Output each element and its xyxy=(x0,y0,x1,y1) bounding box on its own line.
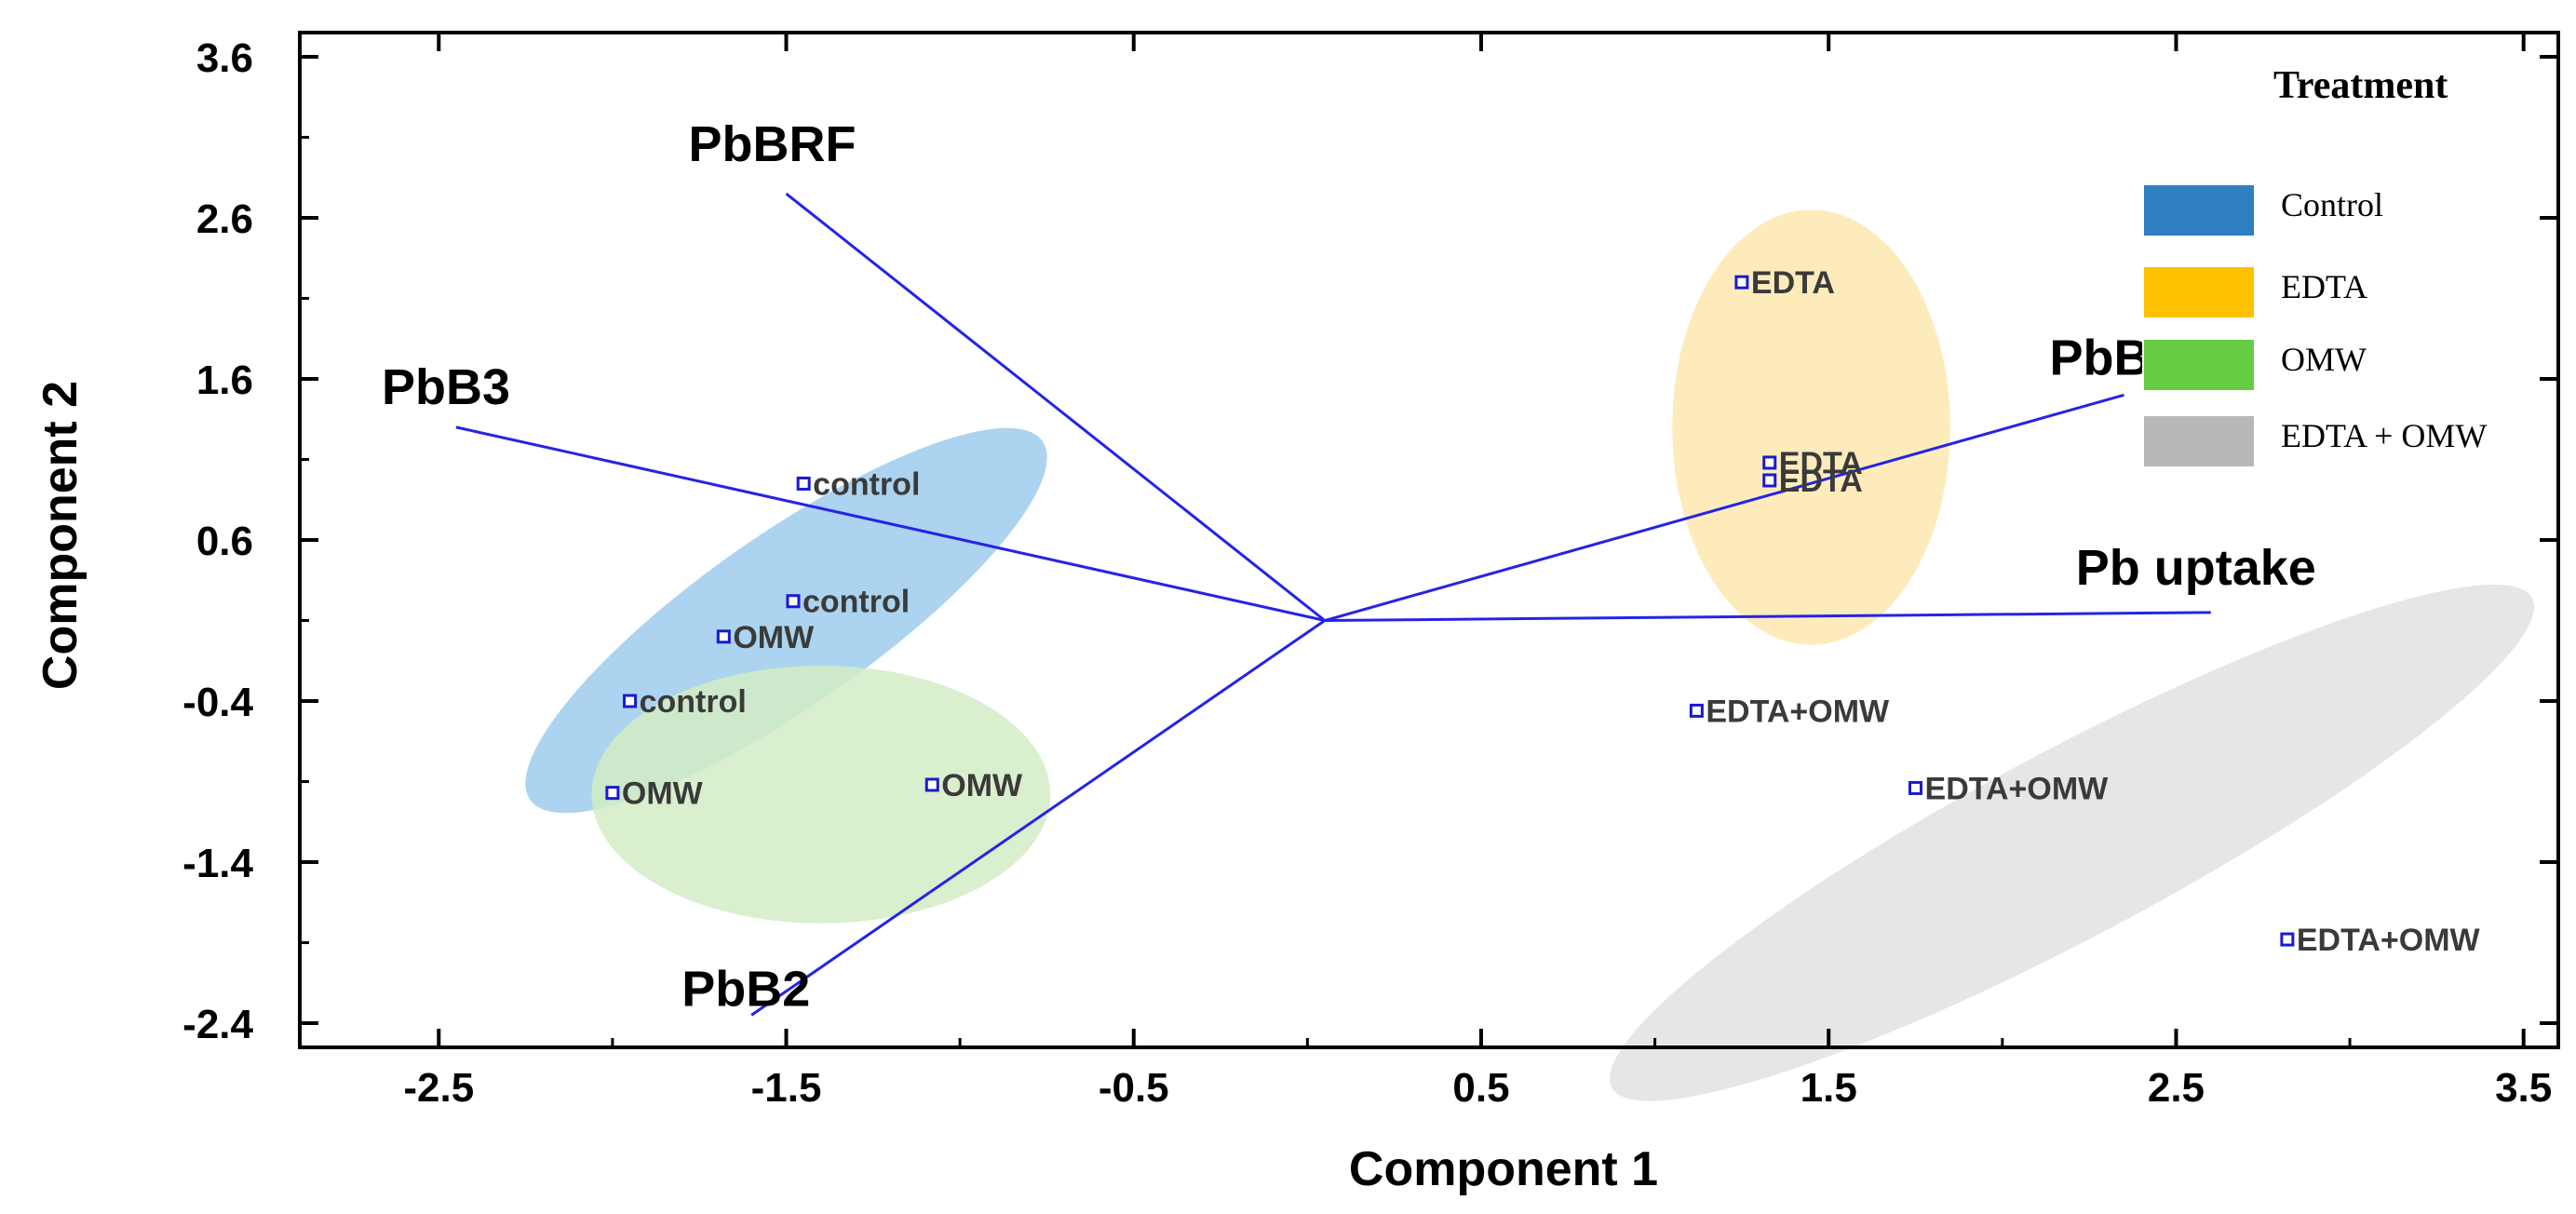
data-point xyxy=(2280,932,2295,947)
y-tick-label: 2.6 xyxy=(196,196,253,242)
vector-label: Pb uptake xyxy=(2076,540,2316,596)
data-point xyxy=(924,777,939,792)
data-point xyxy=(1689,703,1704,718)
legend-label: EDTA xyxy=(2281,268,2367,305)
data-point xyxy=(786,594,801,609)
y-tick-label: -2.4 xyxy=(182,1002,253,1047)
y-axis-title: Component 2 xyxy=(34,381,88,690)
x-tick-label: -0.5 xyxy=(1099,1065,1169,1111)
group-ellipse-omw xyxy=(591,665,1051,924)
point-label: control xyxy=(813,466,920,502)
y-tick-label: 0.6 xyxy=(196,519,253,564)
data-point xyxy=(716,629,731,644)
data-point xyxy=(623,694,638,708)
vector-line xyxy=(1324,393,2124,622)
point-label: OMW xyxy=(622,776,704,812)
legend-swatch xyxy=(2142,183,2256,237)
x-tick-label: 0.5 xyxy=(1452,1065,1509,1111)
point-label: EDTA xyxy=(1779,464,1863,499)
x-axis-title: Component 1 xyxy=(1349,1142,1658,1196)
legend-swatch xyxy=(2142,414,2256,468)
vector-label: PbB3 xyxy=(382,359,510,415)
point-label: control xyxy=(802,585,910,620)
vector-line xyxy=(785,192,1326,622)
legend-label: OMW xyxy=(2281,341,2367,378)
y-tick-label: 3.6 xyxy=(196,35,253,81)
x-tick-label: 2.5 xyxy=(2148,1065,2205,1111)
legend-label: EDTA + OMW xyxy=(2281,417,2487,454)
legend: Treatment Control EDTA OMW EDTA + OMW xyxy=(2142,64,2487,468)
y-tick-label: -0.4 xyxy=(182,680,253,725)
point-label: OMW xyxy=(733,620,815,655)
ellipse-layer xyxy=(525,209,2535,1101)
group-ellipse-edta xyxy=(1672,209,1950,645)
group-ellipse-edta-omw xyxy=(1609,584,2535,1101)
vector-line xyxy=(1325,611,2211,623)
y-tick-label: 1.6 xyxy=(196,357,253,403)
vector-label: PbB2 xyxy=(681,961,810,1017)
y-axis: 3.6 2.6 1.6 0.6 -0.4 -1.4 -2.4 xyxy=(182,35,2558,1047)
legend-title: Treatment xyxy=(2273,64,2448,107)
point-label: EDTA xyxy=(1751,265,1835,301)
x-tick-label: -1.5 xyxy=(751,1065,822,1111)
point-label: EDTA+OMW xyxy=(1925,771,2110,806)
point-label: EDTA+OMW xyxy=(1706,694,1890,729)
point-label: OMW xyxy=(941,768,1023,803)
x-tick-label: 1.5 xyxy=(1801,1065,1857,1111)
legend-label: Control xyxy=(2281,186,2383,223)
data-point xyxy=(1762,455,1777,470)
data-point xyxy=(796,476,811,491)
vector-label: PbBRF xyxy=(689,116,856,172)
data-point xyxy=(1908,780,1923,795)
data-point xyxy=(605,786,620,801)
point-label: control xyxy=(640,684,747,720)
legend-swatch xyxy=(2142,338,2256,392)
point-label: EDTA+OMW xyxy=(2297,923,2481,958)
y-tick-label: -1.4 xyxy=(182,841,253,886)
data-point xyxy=(1734,275,1749,290)
x-tick-label: 3.5 xyxy=(2495,1065,2552,1111)
legend-swatch xyxy=(2142,265,2256,319)
x-tick-label: -2.5 xyxy=(403,1065,474,1111)
data-point xyxy=(1762,473,1777,488)
x-axis: -2.5 -1.5 -0.5 0.5 1.5 2.5 3.5 xyxy=(403,33,2552,1111)
vector-line xyxy=(455,425,1326,622)
vector-line xyxy=(750,619,1326,1017)
point-label: EDTA xyxy=(1779,446,1863,481)
